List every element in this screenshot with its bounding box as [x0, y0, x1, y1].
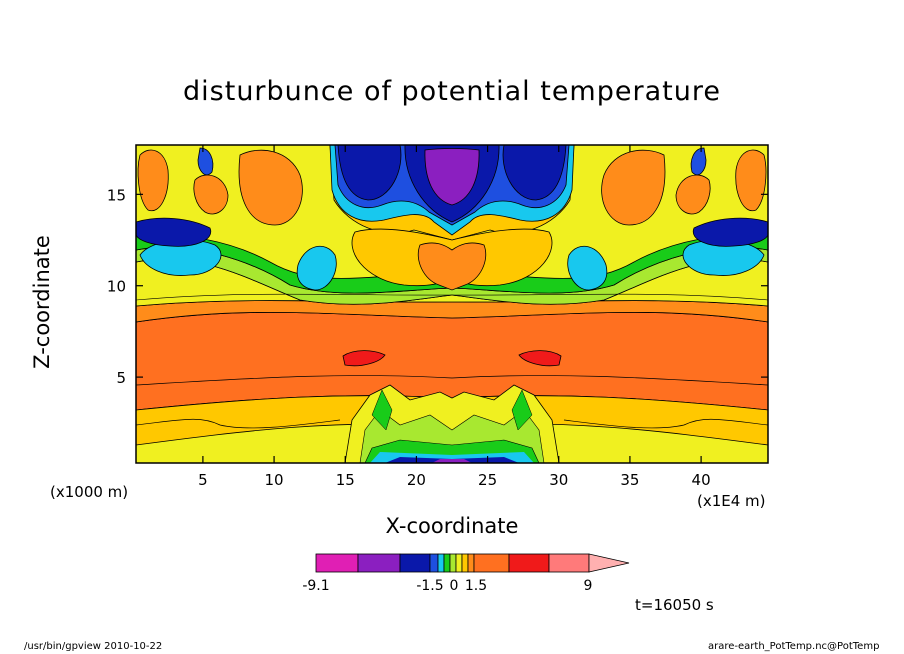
colorbar-segment [455, 553, 463, 573]
colorbar-segment [429, 553, 439, 573]
x-tick-label: 5 [198, 471, 208, 489]
colorbar-segment [315, 553, 359, 573]
x-tick-label: 25 [478, 471, 497, 489]
time-label: t=16050 s [635, 596, 714, 614]
y-tick-label: 10 [107, 278, 126, 296]
colorbar-segment [399, 553, 431, 573]
x-scale-label: (x1E4 m) [697, 492, 766, 510]
y-tick-label: 5 [116, 369, 126, 387]
colorbar: -9.1 -1.5 0 1.5 9 [302, 553, 630, 594]
footer-file-label: arare-earth_PotTemp.nc@PotTemp [708, 641, 880, 652]
colorbar-segment [473, 553, 510, 573]
x-tick-label: 20 [407, 471, 426, 489]
x-tick-label: 30 [549, 471, 568, 489]
plot-frame [135, 144, 769, 464]
chart-title: disturbunce of potential temperature [183, 76, 721, 107]
x-tick-label: 10 [265, 471, 284, 489]
colorbar-tick-label: -9.1 [302, 578, 329, 594]
colorbar-segment [449, 553, 457, 573]
x-axis-ticks: 5 10 15 20 25 30 35 40 [198, 145, 711, 489]
colorbar-extension-arrow [588, 553, 630, 573]
colorbar-tick-label: 0 [450, 578, 459, 594]
colorbar-segment [548, 553, 590, 573]
x-tick-label: 40 [692, 471, 711, 489]
x-unit-label: (x1000 m) [50, 483, 129, 501]
x-axis-label: X-coordinate [385, 514, 519, 538]
colorbar-segment [443, 553, 451, 573]
colorbar-segment [508, 553, 550, 573]
colorbar-segment [467, 553, 475, 573]
x-tick-label: 35 [620, 471, 639, 489]
colorbar-segment [461, 553, 469, 573]
colorbar-tick-label: -1.5 [416, 578, 443, 594]
colorbar-tick-label: 9 [584, 578, 593, 594]
colorbar-segment [357, 553, 401, 573]
colorbar-tick-label: 1.5 [465, 578, 487, 594]
y-axis-ticks: 5 10 15 [107, 186, 768, 387]
contour-field [136, 145, 768, 463]
x-tick-label: 15 [336, 471, 355, 489]
colorbar-segment [437, 553, 445, 573]
footer-program-label: /usr/bin/gpview 2010-10-22 [24, 641, 163, 652]
y-tick-label: 15 [107, 186, 126, 204]
